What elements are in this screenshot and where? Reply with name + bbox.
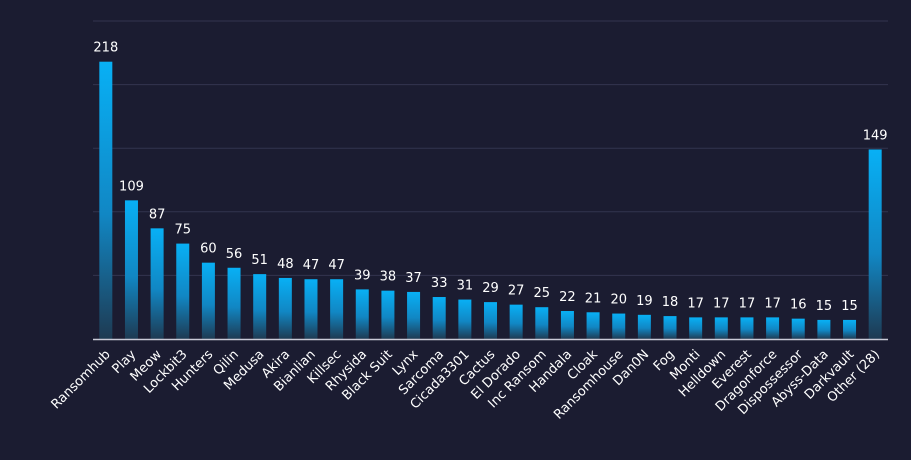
bar <box>432 297 446 339</box>
bar <box>381 290 395 339</box>
value-label: 39 <box>354 268 371 283</box>
value-label: 17 <box>764 296 781 311</box>
bar <box>560 311 574 339</box>
value-label: 27 <box>508 284 525 299</box>
bar <box>843 319 857 339</box>
bar <box>124 200 138 339</box>
value-label: 47 <box>303 258 320 273</box>
value-label: 21 <box>585 291 602 306</box>
value-label: 56 <box>226 247 243 262</box>
value-label: 48 <box>277 257 294 272</box>
bar <box>791 318 805 339</box>
bar <box>355 289 369 339</box>
value-label: 75 <box>174 223 191 238</box>
value-label: 33 <box>431 276 448 291</box>
value-label: 87 <box>149 207 166 222</box>
bars <box>99 61 882 339</box>
bar <box>201 262 215 339</box>
bar <box>458 299 472 339</box>
bar <box>278 277 292 339</box>
value-label: 25 <box>534 286 551 301</box>
bar <box>509 304 523 339</box>
value-label: 218 <box>93 41 118 56</box>
value-label: 17 <box>687 296 704 311</box>
value-label: 29 <box>482 281 499 296</box>
value-label: 37 <box>405 271 422 286</box>
gridlines <box>93 20 888 276</box>
category-label: Ransomhub <box>49 347 114 412</box>
bar <box>586 312 600 339</box>
bar <box>253 274 267 339</box>
value-label: 20 <box>610 293 627 308</box>
bar <box>304 279 318 339</box>
value-label: 51 <box>251 253 268 268</box>
bar <box>227 267 241 339</box>
bar <box>330 279 344 339</box>
value-label: 15 <box>841 299 858 314</box>
bar <box>766 317 780 339</box>
value-label: 47 <box>328 258 345 273</box>
bar <box>637 314 651 339</box>
value-label: 60 <box>200 242 217 257</box>
bar <box>150 228 164 339</box>
bar <box>689 317 703 339</box>
value-label: 19 <box>636 294 653 309</box>
bar <box>535 307 549 339</box>
value-label: 22 <box>559 290 576 305</box>
value-label: 16 <box>790 298 807 313</box>
bar <box>484 302 497 339</box>
value-label: 38 <box>380 270 397 285</box>
value-label: 17 <box>713 296 730 311</box>
value-label: 17 <box>739 296 756 311</box>
bar <box>99 61 113 339</box>
value-label: 149 <box>863 128 888 143</box>
bar <box>740 317 754 339</box>
bar <box>407 291 421 339</box>
bar <box>817 319 831 339</box>
bar <box>612 313 626 339</box>
value-label: 15 <box>816 299 833 314</box>
bar <box>714 317 728 339</box>
bar <box>176 243 190 339</box>
value-labels: 218 109 87 75 60 56 51 48 47 47 39 38 37 33 31 29 27 25 22… <box>93 41 887 314</box>
value-label: 18 <box>662 295 679 310</box>
category-labels: RansomhubPlayMeowLockbit3HuntersQilinMed… <box>49 347 883 423</box>
value-label: 31 <box>457 279 474 294</box>
bar <box>663 316 677 339</box>
value-label: 109 <box>119 179 144 194</box>
bar <box>868 149 882 339</box>
